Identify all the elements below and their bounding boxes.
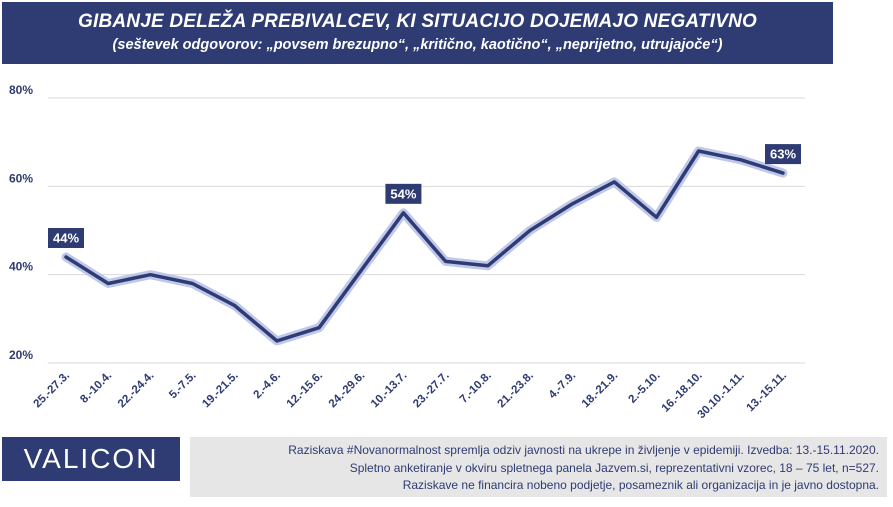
info-line-3: Raziskave ne financira nobeno podjetje, … [402,478,879,492]
x-tick-label: 23.-27.7. [411,370,452,411]
data-label-box [385,183,422,204]
chart-title-banner: GIBANJE DELEŽA PREBIVALCEV, KI SITUACIJO… [2,2,833,64]
x-tick-label: 24.-29.6. [327,370,368,411]
x-axis-tick-labels: 25.-27.3. 8.-10.4. 22.-24.4. 5.-7.5. 19.-21.… [32,370,790,421]
data-labels: 44% 54% 63% [48,144,801,248]
x-tick-label: 2.-4.6. [251,370,283,402]
series-line-glow [61,146,788,346]
x-tick-label: 21.-23.8. [495,370,536,411]
info-line-1: Raziskava #Novanormalnost spremlja odziv… [288,443,879,457]
data-label-box [48,228,84,248]
valicon-logo: VALICON [2,437,180,481]
y-axis-tick-labels: 20% 40% 60% 80% [9,83,33,362]
series-line-group [61,146,788,346]
x-tick-label: 16.-18.10. [660,370,705,415]
chart-subtitle: (seštevek odgovorov: „povsem brezupno“, … [112,37,723,53]
y-tick-label: 20% [9,348,33,362]
line-chart: 20% 40% 60% 80% 25.-27.3. 8.-10.4. 22.-24.4. 5… [9,83,805,421]
x-tick-label: 8.-10.4. [78,370,114,406]
data-label: 54% [390,186,416,201]
survey-info-box: Raziskava #Novanormalnost spremlja odziv… [190,437,887,497]
x-tick-label: 4.-7.9. [547,370,579,402]
x-tick-label: 22.-24.4. [116,370,157,411]
data-label: 44% [53,231,79,246]
series-line [64,149,785,343]
x-tick-label: 19.-21.5. [200,370,241,411]
y-tick-label: 40% [9,260,33,274]
data-label: 63% [770,147,796,162]
y-tick-label: 80% [9,83,33,97]
data-label-box [765,144,801,165]
x-tick-label: 18.-21.9. [580,370,621,411]
chart-title: GIBANJE DELEŽA PREBIVALCEV, KI SITUACIJO… [77,11,757,32]
x-tick-label: 7.-10.8. [458,370,494,406]
x-tick-label: 13.-15.11. [744,370,789,415]
gridlines [48,97,805,364]
x-tick-label: 5.-7.5. [167,370,199,402]
y-tick-label: 60% [9,171,33,185]
x-tick-label: 12.-15.6. [285,370,326,411]
info-line-2: Spletno anketiranje v okviru spletnega p… [349,460,879,475]
x-tick-label: 10.-13.7. [369,370,410,411]
x-tick-label: 2.-5.10. [627,370,663,406]
x-tick-label: 25.-27.3. [32,370,73,411]
